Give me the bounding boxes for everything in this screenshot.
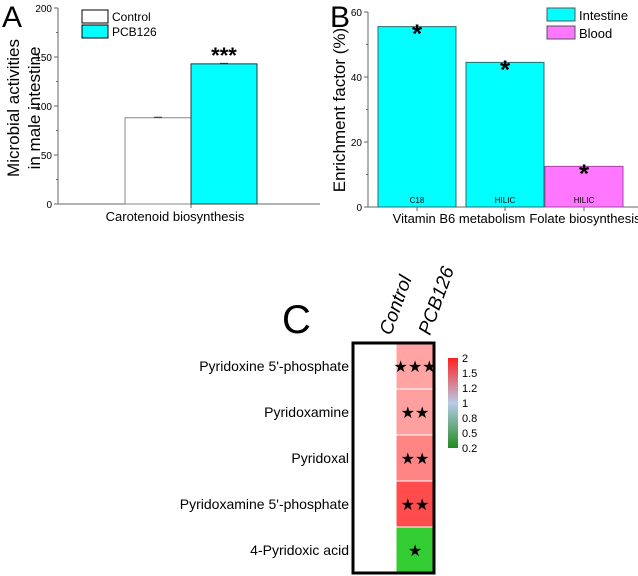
panel-a-ylabel-line2: in male intestine [25, 47, 44, 170]
panel-label-b: B [330, 1, 350, 34]
panel-a-chart: Microbial activities in male intestine C… [4, 4, 320, 224]
heatmap-col-label-control: Control [376, 272, 417, 337]
heatmap-cell-control [353, 481, 396, 527]
significance-stars: ★ [408, 543, 422, 560]
legend-label-intestine: Intestine [579, 8, 628, 23]
panel-b-ytick-label: 40 [351, 73, 363, 84]
legend-label-pcb126: PCB126 [112, 25, 157, 39]
heatmap-frame [351, 341, 436, 575]
significance-star: * [412, 19, 423, 49]
panel-b-xtick-label-1: Folate biosynthesis [529, 211, 638, 226]
panel-label-c: C [282, 298, 311, 342]
significance-stars: ★★ [401, 497, 430, 514]
panel-a-ytick-label: 50 [41, 151, 53, 162]
significance-stars: ★★ [401, 405, 430, 422]
bar-inner-label: HILIC [495, 196, 516, 205]
colorbar-tick-label: 1.2 [462, 383, 477, 395]
bar-inner-label: HILIC [574, 196, 595, 205]
significance-star: * [500, 54, 511, 84]
heatmap-row-label: Pyridoxine 5'-phosphate [199, 358, 349, 374]
panel-b-ytick-label: 20 [351, 138, 363, 149]
heatmap-cell-control [353, 389, 396, 435]
heatmap-cell-pcb126 [395, 388, 435, 436]
heatmap-cell-control [353, 343, 396, 389]
colorbar-tick-label: 1.5 [462, 368, 477, 380]
heatmap-col-label-pcb126: PCB126 [415, 264, 459, 338]
colorbar [448, 358, 458, 448]
heatmap-cell-pcb126 [395, 434, 435, 482]
heatmap-cell-control [353, 527, 396, 573]
panel-b-ytick-label: 0 [356, 203, 362, 214]
panel-b-ytick-label: 60 [351, 8, 363, 19]
panel-a-xtick-label: Carotenoid biosynthesis [106, 209, 245, 224]
colorbar-tick-label: 0.5 [462, 428, 477, 440]
colorbar-tick-label: 2 [462, 353, 468, 365]
panel-b-chart: Enrichment factor (%) Vitamin B6 metabol… [330, 7, 638, 226]
bar-blood-2 [544, 165, 624, 208]
panel-a-ytick-label: 150 [35, 53, 52, 64]
heatmap-cell-control [353, 435, 396, 481]
bar-intestine-0 [377, 26, 457, 208]
heatmap-row-label: Pyridoxamine 5'-phosphate [180, 496, 349, 512]
legend-swatch-pcb126 [81, 24, 109, 39]
legend-swatch-blood [546, 25, 576, 40]
bar-pcb126 [190, 63, 258, 205]
panel-a-ytick-label: 0 [46, 200, 52, 211]
bar-intestine-1 [465, 61, 545, 208]
panel-label-a: A [2, 1, 22, 34]
colorbar-tick-label: 1 [462, 398, 468, 410]
panel-a-ytick-label: 200 [35, 4, 52, 15]
panel-a-ylabel-line1: Microbial activities [4, 39, 23, 177]
legend-swatch-control [81, 9, 109, 24]
panel-b-xtick-label-0: Vitamin B6 metabolism [393, 211, 526, 226]
bar-control [124, 117, 192, 205]
heatmap-row-label: 4-Pyridoxic acid [250, 542, 349, 558]
panel-c-heatmap: Control PCB126 Pyridoxine 5'-phosphate ★★… [180, 264, 477, 575]
significance-stars: ★★★ [393, 359, 436, 376]
panel-a-ytick-label: 100 [35, 102, 52, 113]
heatmap-row-label: Pyridoxamine [264, 404, 349, 420]
significance-stars: ★★ [401, 451, 430, 468]
panel-b-ylabel: Enrichment factor (%) [330, 28, 349, 192]
colorbar-tick-label: 0.2 [462, 443, 477, 455]
colorbar-tick-label: 0.8 [462, 413, 477, 425]
heatmap-row-label: Pyridoxal [291, 450, 349, 466]
bar-inner-label: C18 [410, 196, 425, 205]
legend-label-control: Control [112, 10, 151, 24]
heatmap-cell-pcb126 [395, 526, 435, 574]
legend-label-blood: Blood [579, 26, 612, 41]
legend-swatch-intestine [546, 7, 576, 22]
significance-star: * [579, 158, 590, 188]
